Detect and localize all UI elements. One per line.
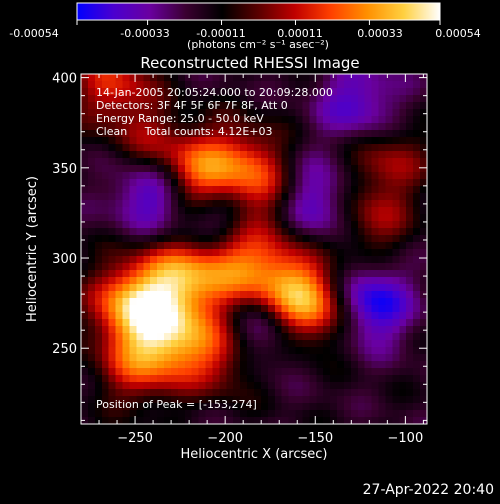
colorbar-ticks: -0.00054 -0.00033 -0.00011 0.00011 0.00033 0.… [9,20,481,40]
x-axis-label: Heliocentric X (arcsec) [181,447,328,462]
colorbar-tick-label: -0.00054 [9,27,58,40]
info-line-detectors: Detectors: 3F 4F 5F 6F 7F 8F, Att 0 [96,99,288,112]
y-tick-label: 400 [52,72,77,87]
info-block: 14-Jan-2005 20:05:24.000 to 20:09:28.000… [96,86,333,138]
timestamp: 27-Apr-2022 20:40 [363,482,494,498]
x-tick-label: −100 [388,431,424,446]
info-line-counts: Clean Total counts: 4.12E+03 [96,125,273,138]
info-line-time: 14-Jan-2005 20:05:24.000 to 20:09:28.000 [96,86,333,99]
y-tick-label: 250 [52,342,77,357]
y-axis: 250 300 350 400 [52,72,427,421]
chart-title: Reconstructed RHESSI Image [140,54,359,72]
peak-position-label: Position of Peak = [-153,274] [96,398,257,411]
x-tick-label: −250 [117,431,153,446]
colorbar-tick-label: -0.00011 [196,27,245,40]
colorbar-tick-label: -0.00033 [120,27,169,40]
heatmap-image [81,74,427,424]
x-tick-label: −150 [297,431,333,446]
colorbar-units-label: (photons cm⁻² s⁻¹ asec⁻²) [187,38,329,51]
colorbar-tick-label: 0.00054 [435,27,481,40]
x-axis: −250 −200 −150 −100 [98,74,424,446]
colorbar-gradient [76,2,441,21]
y-axis-label: Heliocentric Y (arcsec) [25,176,40,322]
plot-frame [80,73,428,425]
plot-area: −250 −200 −150 −100 250 300 350 400 14-Jan-200… [52,72,428,446]
colorbar: -0.00054 -0.00033 -0.00011 0.00011 0.00033 0.… [9,2,481,51]
colorbar-tick-label: 0.00033 [357,27,403,40]
info-line-energy: Energy Range: 25.0 - 50.0 keV [96,112,264,125]
colorbar-tick-label: 0.00011 [277,27,323,40]
y-tick-label: 350 [52,162,77,177]
x-tick-label: −200 [207,431,243,446]
y-tick-label: 300 [52,252,77,267]
